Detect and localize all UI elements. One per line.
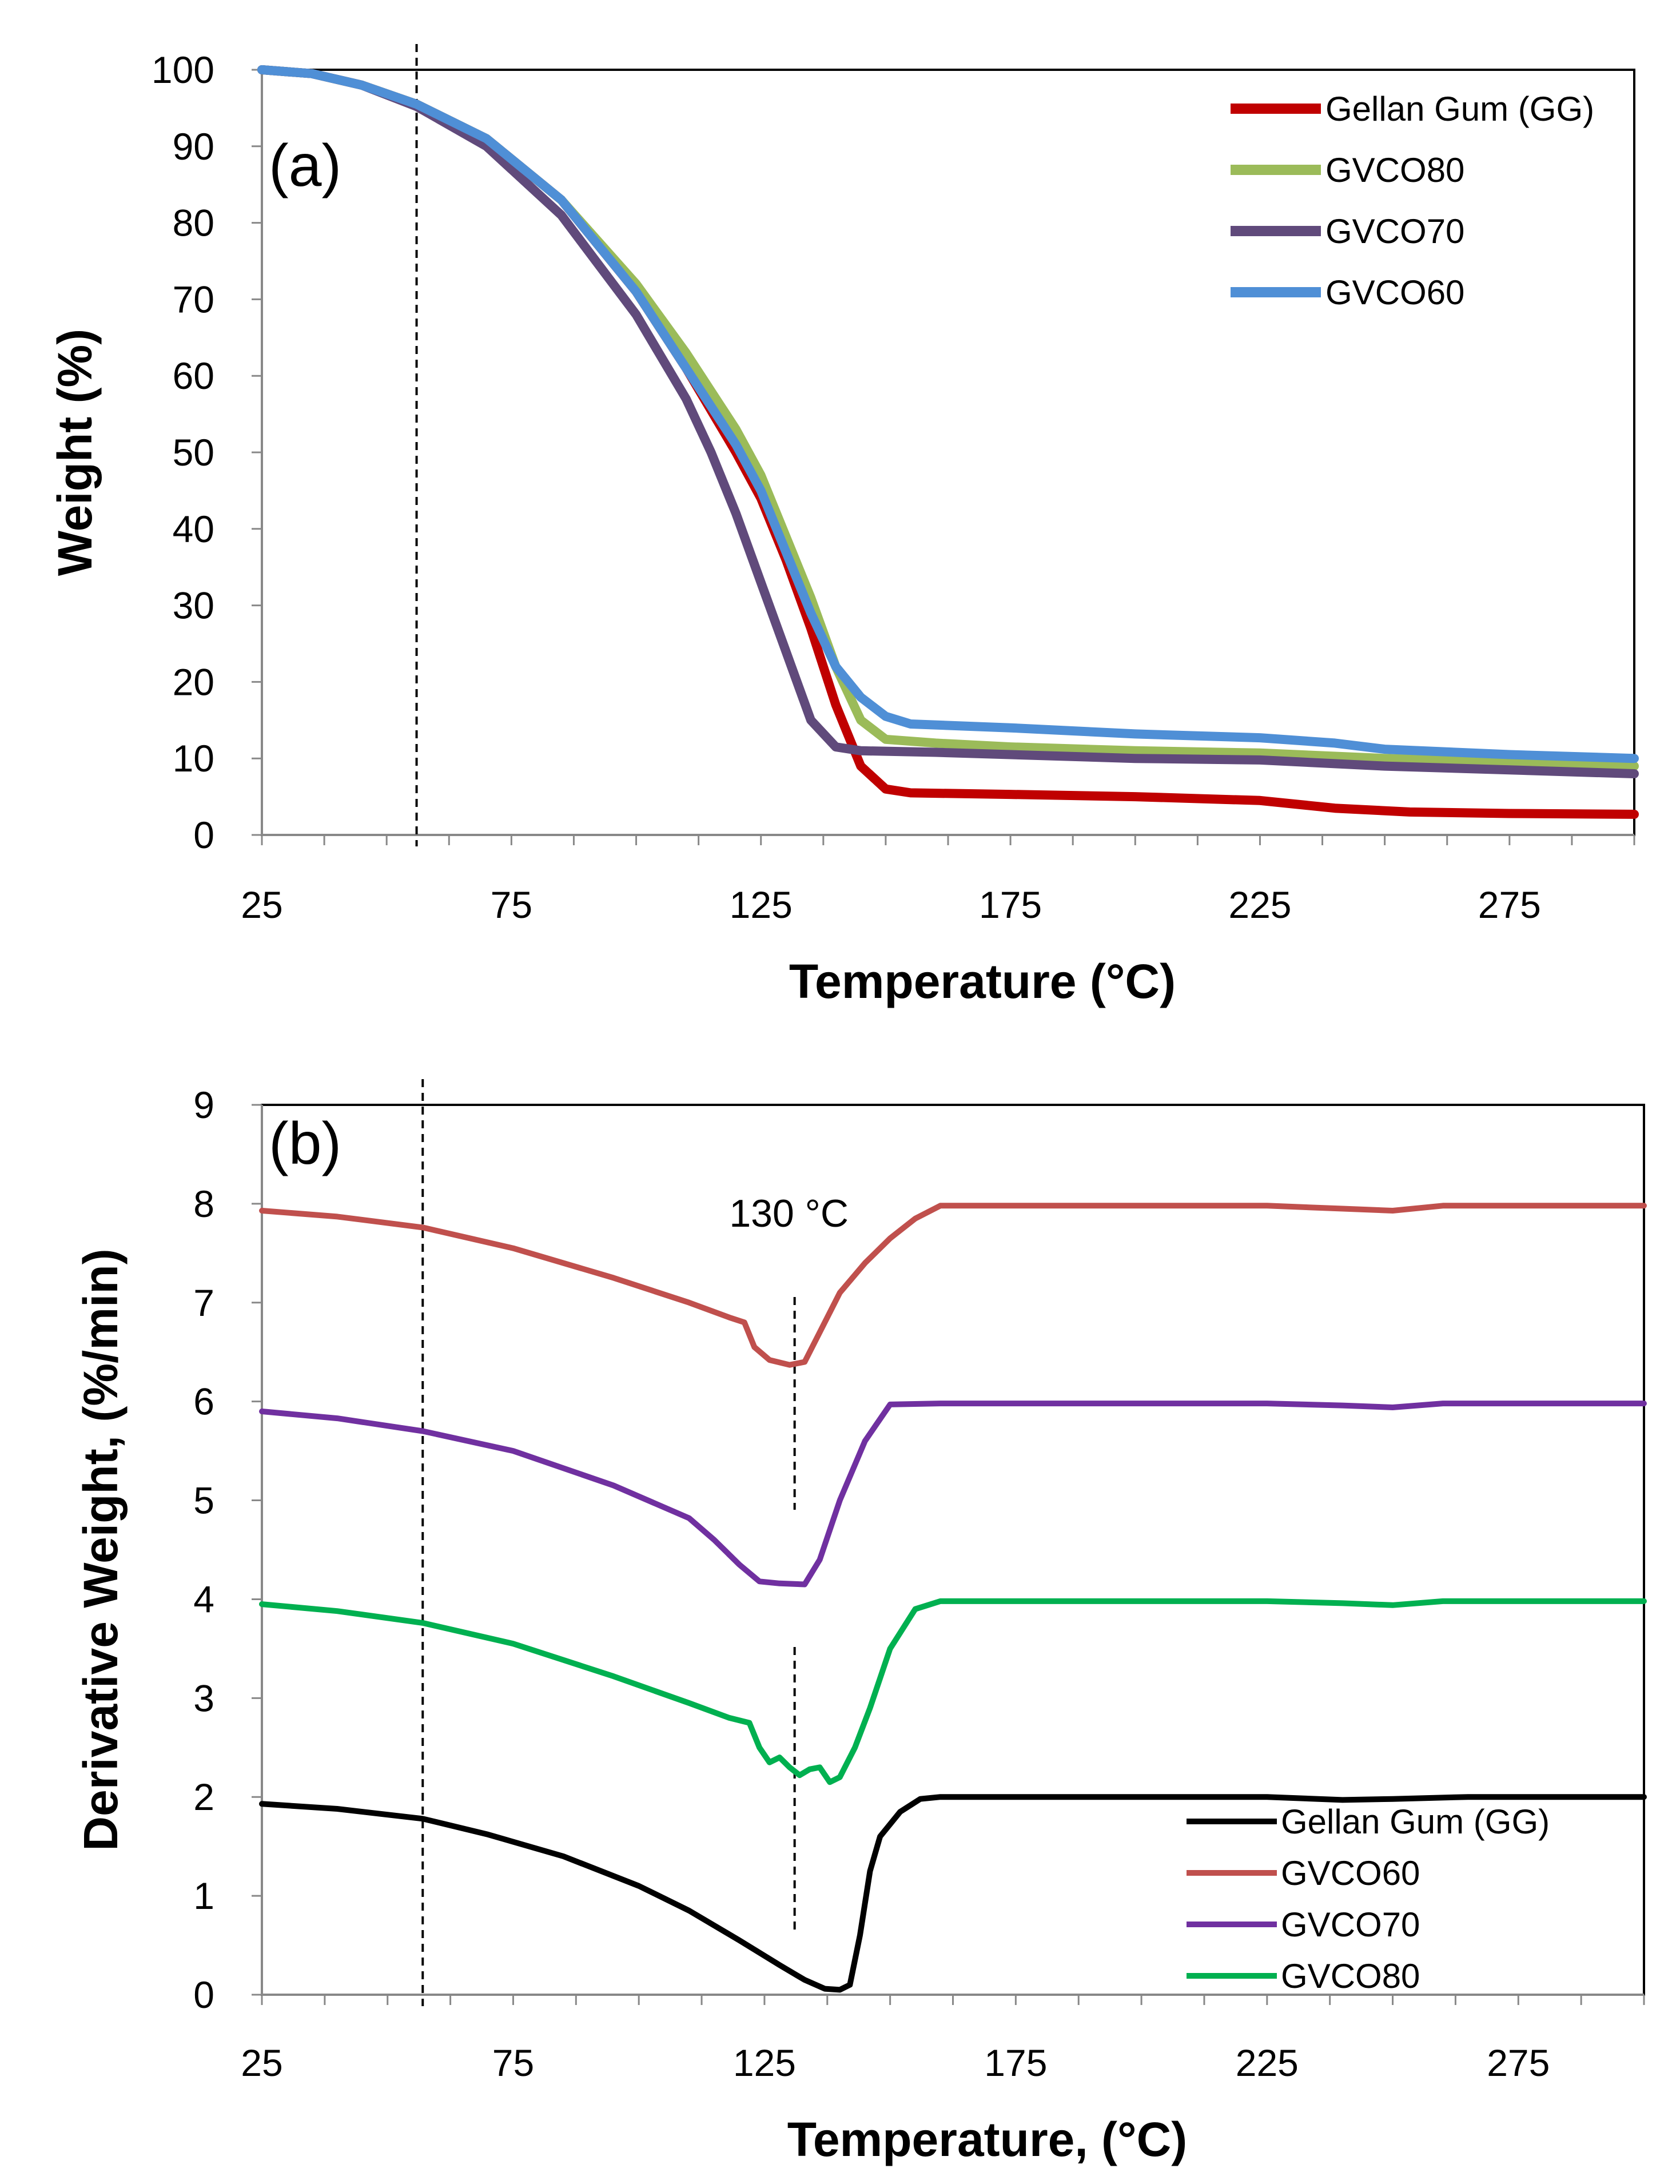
peak-annotation-label: 130 °C xyxy=(729,1192,849,1235)
y-tick-label-a: 100 xyxy=(152,49,214,91)
y-tick-label-a: 20 xyxy=(173,661,214,703)
y-tick-label-b: 6 xyxy=(193,1381,214,1423)
legend-label-gvco70-a: GVCO70 xyxy=(1325,212,1464,250)
x-tick-label-a: 175 xyxy=(979,884,1042,926)
panel-label-b: (b) xyxy=(269,1111,341,1177)
x-tick-label-a: 275 xyxy=(1478,884,1541,926)
y-tick-label-a: 60 xyxy=(173,355,214,397)
legend-label-gvco80-b: GVCO80 xyxy=(1281,1957,1420,1995)
y-tick-label-a: 10 xyxy=(173,737,214,779)
x-tick-label-b: 275 xyxy=(1487,2042,1550,2084)
y-tick-label-b: 3 xyxy=(193,1677,214,1719)
x-tick-label-b: 225 xyxy=(1236,2042,1299,2084)
y-tick-label-a: 70 xyxy=(173,278,214,320)
x-tick-label-b: 175 xyxy=(984,2042,1047,2084)
x-axis-title-a: Temperature (°C) xyxy=(789,954,1176,1008)
y-tick-label-b: 5 xyxy=(193,1479,214,1522)
y-tick-label-b: 7 xyxy=(193,1282,214,1324)
panel-b-derivative-chart: 25 75 125 175 225 275 0 1 2 3 4 5 6 7 8 9 Temperature, (… xyxy=(74,1079,1647,2166)
y-tick-label-a: 30 xyxy=(173,584,214,627)
x-tick-label-b: 75 xyxy=(492,2042,534,2084)
x-tick-label-b: 125 xyxy=(733,2042,796,2084)
y-tick-label-a: 0 xyxy=(193,814,214,856)
y-tick-label-b: 9 xyxy=(193,1084,214,1126)
y-axis-title-b: Derivative Weight, (%/min) xyxy=(74,1248,128,1851)
legend-label-gvco60-b: GVCO60 xyxy=(1281,1854,1420,1892)
y-axis-title-a: Weight (%) xyxy=(48,329,102,576)
x-tick-label-a: 25 xyxy=(241,884,282,926)
y-tick-label-b: 8 xyxy=(193,1183,214,1225)
legend-label-gvco70-b: GVCO70 xyxy=(1281,1905,1420,1944)
x-tick-label-a: 225 xyxy=(1228,884,1291,926)
legend-label-gellan-gum-gg-a: Gellan Gum (GG) xyxy=(1325,90,1594,128)
series-line-gvco80-b xyxy=(259,1598,1647,1785)
y-tick-label-b: 4 xyxy=(193,1578,214,1620)
series-line-gvco60-b xyxy=(259,1203,1647,1368)
panel-a-weight-chart: 25 75 125 175 225 275 0 10 20 30 40 50 60 70 80 90 100 Te… xyxy=(48,44,1639,1008)
x-axis-title-b: Temperature, (°C) xyxy=(787,2113,1187,2166)
y-tick-label-a: 50 xyxy=(173,431,214,474)
series-line-gellan-gum-gg-b xyxy=(259,1794,1647,1993)
y-tick-label-a: 40 xyxy=(173,508,214,550)
y-tick-label-a: 90 xyxy=(173,125,214,168)
legend-label-gvco80-a: GVCO80 xyxy=(1325,151,1464,189)
y-tick-label-b: 2 xyxy=(193,1776,214,1818)
y-tick-label-a: 80 xyxy=(173,202,214,244)
y-tick-label-b: 0 xyxy=(193,1974,214,2016)
x-tick-label-a: 75 xyxy=(491,884,532,926)
series-line-gvco70-b xyxy=(259,1401,1647,1588)
series-line-gvco60-a xyxy=(257,65,1639,763)
panel-label-a: (a) xyxy=(269,133,341,199)
legend-label-gellan-gum-gg-b: Gellan Gum (GG) xyxy=(1281,1803,1550,1841)
x-tick-label-a: 125 xyxy=(730,884,793,926)
x-tick-label-b: 25 xyxy=(241,2042,282,2084)
y-tick-label-b: 1 xyxy=(193,1875,214,1917)
legend-label-gvco60-a: GVCO60 xyxy=(1325,273,1464,312)
